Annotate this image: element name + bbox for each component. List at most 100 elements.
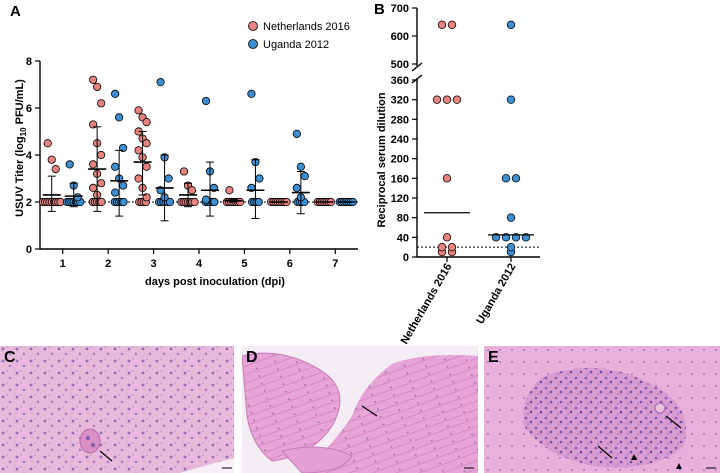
arrowhead-icon <box>676 463 682 469</box>
data-point <box>255 174 264 183</box>
y-tick-label: 6 <box>26 103 32 115</box>
x-tick-label: 6 <box>287 258 293 270</box>
data-point <box>142 162 151 171</box>
x-tick-label: 1 <box>60 258 66 270</box>
legend-swatch-netherlands <box>248 21 258 31</box>
chart-b: B 0 40 80 120 160 200 240 280 320 360 500 600 700 Net… <box>374 1 540 345</box>
micrograph-c-image <box>0 346 234 473</box>
data-point <box>225 186 234 195</box>
data-point <box>190 197 199 207</box>
axis-break <box>411 74 423 84</box>
data-point <box>89 75 98 84</box>
data-point <box>93 82 102 91</box>
data-point <box>142 193 151 202</box>
data-point <box>506 213 516 222</box>
data-point <box>115 113 124 122</box>
data-point <box>111 89 120 99</box>
data-point <box>210 197 219 207</box>
data-point <box>43 139 52 148</box>
data-point <box>201 195 211 204</box>
y-axis-label-b: Reciprocal serum dilution <box>376 92 388 227</box>
data-point <box>247 89 256 99</box>
micrograph-e-image <box>484 346 720 473</box>
data-point <box>179 167 189 176</box>
data-point <box>437 242 447 252</box>
data-point <box>119 197 128 207</box>
data-point <box>89 183 98 192</box>
x-tick-label: 3 <box>151 258 157 270</box>
chart-b-axes: 0 40 80 120 160 200 240 280 320 360 500 600 700 Nethe… <box>391 3 540 345</box>
axis-break <box>411 62 423 72</box>
data-point <box>437 20 447 29</box>
y-tick-label: 600 <box>391 31 409 43</box>
data-point <box>292 183 301 192</box>
data-point <box>142 139 151 148</box>
arrow-icon <box>99 450 113 462</box>
x-tick-label: 7 <box>332 258 338 270</box>
chart-a-marks <box>38 75 357 222</box>
data-point <box>447 20 457 29</box>
data-point <box>134 174 143 183</box>
y-tick-label: 160 <box>391 173 409 185</box>
y-tick-label: 360 <box>391 75 409 87</box>
data-point <box>97 99 106 108</box>
chart-a-axes: 0 2 4 6 8 1 2 3 4 5 6 7 <box>26 56 358 270</box>
y-tick-label: 4 <box>26 150 33 162</box>
arrow-icon <box>665 415 682 429</box>
y-axis-label: USUV Titer (log10 PFU/mL) <box>14 79 28 217</box>
data-point <box>119 181 128 190</box>
micrograph-c: C <box>0 346 234 473</box>
micrograph-d: D <box>242 346 478 473</box>
data-point <box>142 118 151 127</box>
x-tick-label: 5 <box>241 258 247 270</box>
x-axis-label: days post inoculation (dpi) <box>145 276 285 288</box>
data-point <box>501 174 511 183</box>
data-point <box>97 150 106 160</box>
legend-label-netherlands: Netherlands 2016 <box>263 21 350 33</box>
data-point <box>97 197 106 207</box>
data-point <box>432 95 442 104</box>
x-tick-label: Uganda 2012 <box>474 262 518 327</box>
panel-letter-a: A <box>10 3 21 20</box>
legend: Netherlands 2016 Uganda 2012 <box>248 21 350 51</box>
data-point <box>156 78 165 87</box>
y-tick-label: 700 <box>391 3 409 15</box>
data-point <box>51 165 60 174</box>
y-tick-label: 120 <box>391 193 409 205</box>
data-point <box>165 197 175 207</box>
y-tick-label: 40 <box>397 232 409 244</box>
data-point <box>292 129 301 138</box>
data-point <box>187 186 197 195</box>
panel-letter-b: B <box>374 1 385 18</box>
panel-letter-d: D <box>246 349 258 366</box>
arrow-icon <box>361 405 378 417</box>
y-tick-label: 80 <box>397 213 409 225</box>
data-point <box>134 146 143 155</box>
arrow-icon <box>597 445 613 459</box>
x-tick-label: 4 <box>196 258 203 270</box>
y-tick-label: 240 <box>391 134 409 146</box>
data-point <box>300 172 309 181</box>
data-point <box>201 96 211 106</box>
data-point <box>511 174 521 183</box>
x-tick-label: 2 <box>105 258 111 270</box>
chart-a: A 0 2 4 6 8 1 2 3 4 5 6 7 USUV Titer (log10 PFU/mL)… <box>10 3 358 288</box>
data-point <box>506 242 516 252</box>
x-tick-label: Netherlands 2016 <box>399 262 455 346</box>
data-point <box>296 162 305 171</box>
legend-swatch-uganda <box>248 39 258 49</box>
y-tick-label: 2 <box>26 197 32 209</box>
legend-label-uganda: Uganda 2012 <box>263 39 329 51</box>
y-tick-label: 280 <box>391 114 409 126</box>
y-tick-label: 8 <box>26 56 32 68</box>
chart-b-marks <box>424 20 534 257</box>
data-point <box>65 160 74 169</box>
data-point <box>47 155 56 164</box>
data-point <box>89 160 98 169</box>
data-point <box>442 95 452 104</box>
data-point <box>111 162 120 171</box>
data-point <box>73 193 82 202</box>
micrograph-e: E <box>484 346 720 473</box>
y-tick-label: 0 <box>26 244 32 256</box>
data-point <box>254 197 263 207</box>
